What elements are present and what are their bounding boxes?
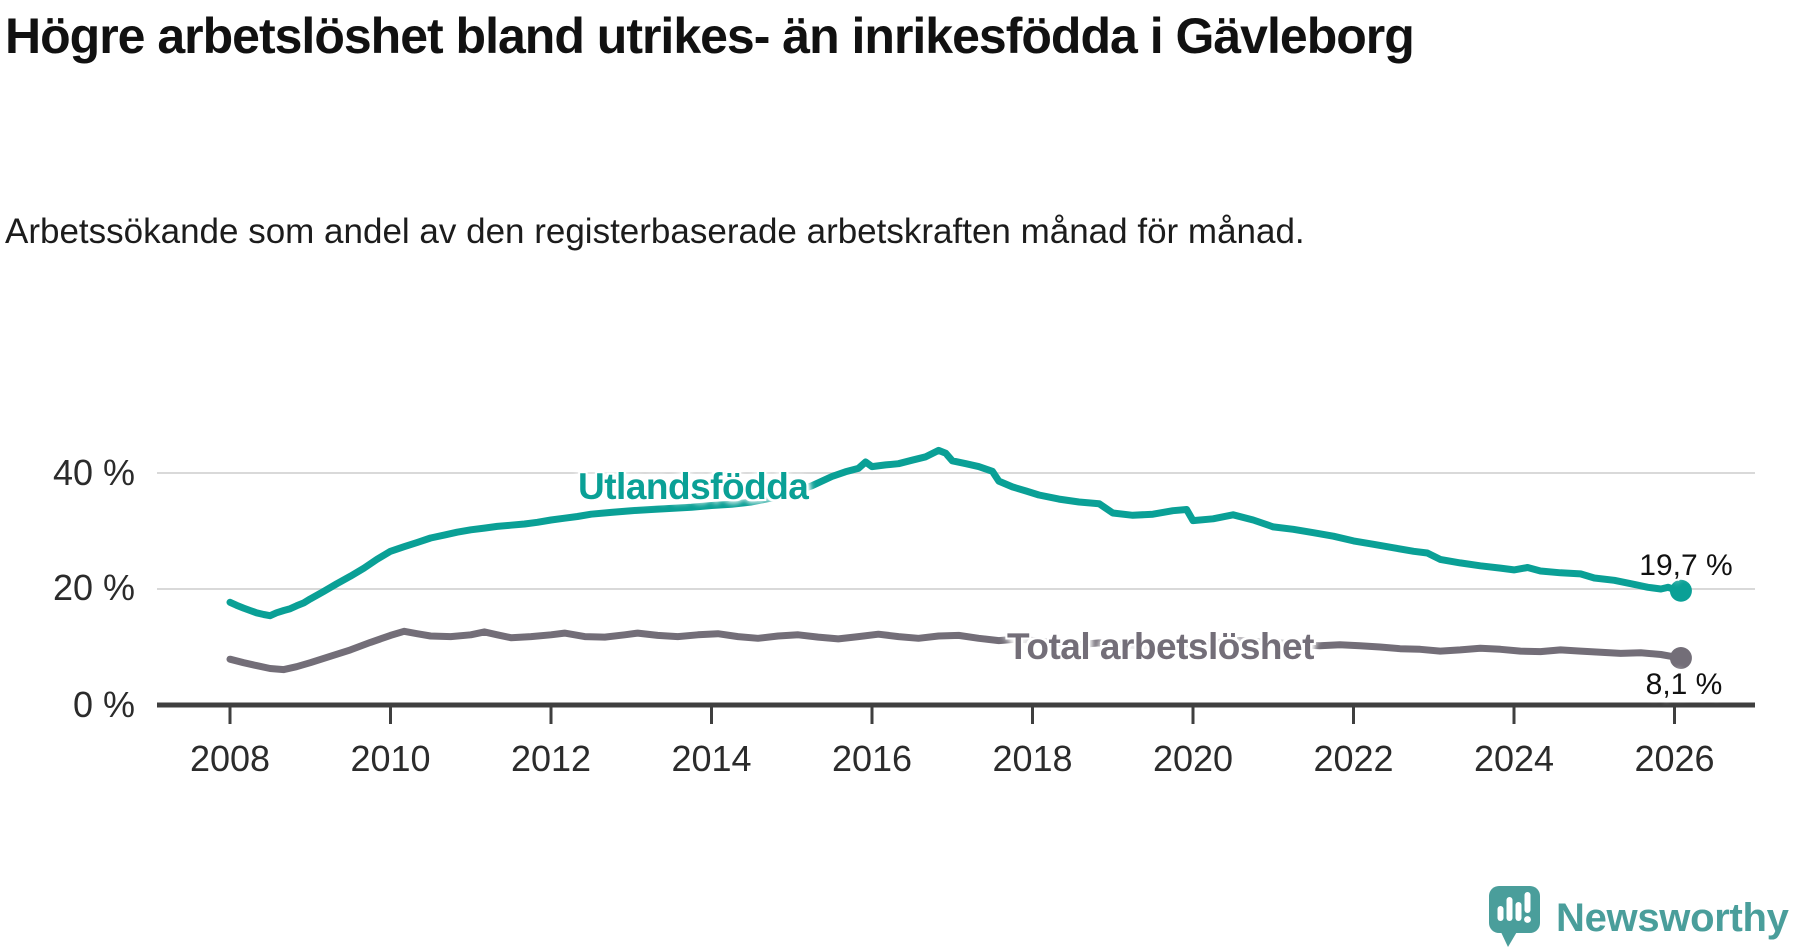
x-axis-tick-label-2014: 2014 [671, 738, 752, 779]
end-value-label-total: 8,1 % [1645, 668, 1723, 701]
chart-subtitle: Arbetssökande som andel av den registerb… [5, 212, 1305, 251]
series-end-dot-0 [1669, 579, 1692, 602]
series-label-utlandsfodda: Utlandsfödda [578, 466, 809, 507]
x-axis-tick-label-2024: 2024 [1473, 738, 1555, 779]
newsworthy-logo: Newsworthy [1488, 884, 1798, 948]
x-axis-tick-label-2012: 2012 [510, 738, 592, 779]
newsworthy-logo-icon [1489, 886, 1540, 947]
y-axis-tick-label-20: 20 % [52, 567, 135, 608]
x-axis-tick-label-2018: 2018 [992, 738, 1073, 779]
x-axis-tick-label-2008: 2008 [189, 738, 271, 779]
y-axis-tick-label-40: 40 % [52, 452, 135, 493]
x-axis-tick-label-2010: 2010 [350, 738, 431, 779]
x-axis-tick-label-2016: 2016 [831, 738, 913, 779]
series-label-total-arbetsloshet: Total arbetslöshet [1007, 626, 1314, 667]
x-axis-tick-label-2026: 2026 [1634, 738, 1715, 779]
newsworthy-logo-text: Newsworthy [1556, 896, 1789, 940]
series-end-dot-1 [1669, 647, 1692, 670]
page-title: Högre arbetslöshet bland utrikes- än inr… [5, 8, 1415, 64]
series-line-1 [226, 627, 1685, 674]
y-axis-tick-label-0: 0 % [72, 684, 135, 725]
end-value-label-utlandsfodda: 19,7 % [1639, 549, 1733, 582]
series-line-0 [226, 446, 1685, 620]
x-axis-tick-label-2020: 2020 [1152, 738, 1234, 779]
x-axis-tick-label-2022: 2022 [1313, 738, 1394, 779]
